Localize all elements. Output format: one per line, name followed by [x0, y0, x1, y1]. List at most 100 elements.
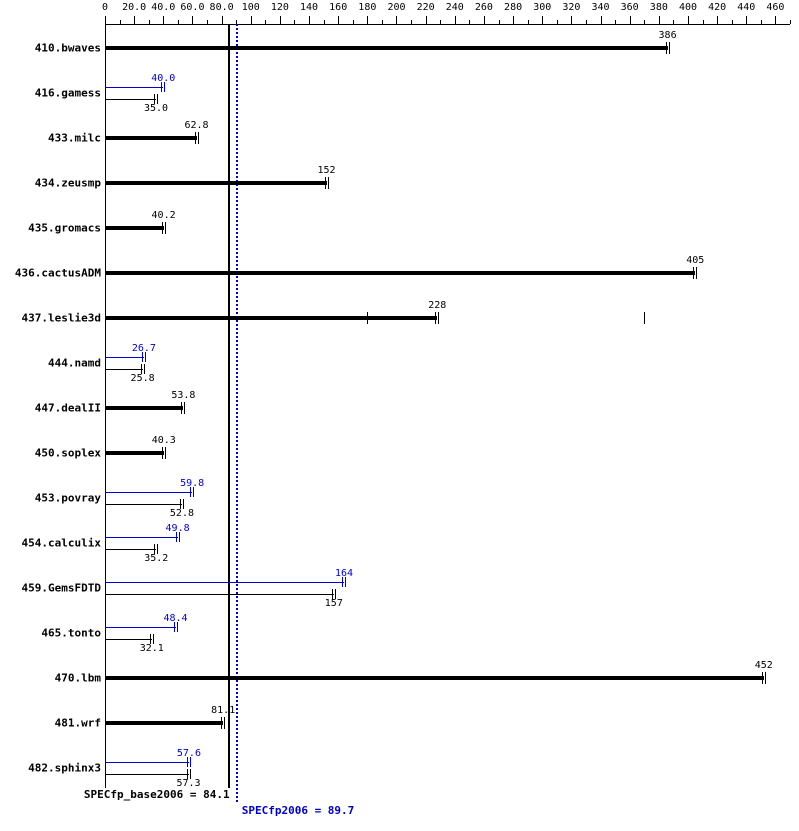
value-label-peak: 49.8: [166, 523, 190, 534]
bar-peak: [105, 582, 344, 583]
bar-cap: [325, 177, 326, 189]
benchmark-label: 434.zeusmp: [35, 177, 101, 190]
axis-tick: [659, 16, 660, 24]
axis-tick: [499, 20, 500, 24]
benchmark-label: 447.dealII: [35, 402, 101, 415]
axis-tick-label: 160: [329, 2, 347, 13]
axis-tick-label: 240: [446, 2, 464, 13]
spec-chart: 020.040.060.080.010012014016018020022024…: [0, 0, 799, 831]
axis-tick-label: 320: [562, 2, 580, 13]
axis-tick: [775, 16, 776, 24]
axis-tick: [353, 20, 354, 24]
axis-tick: [746, 16, 747, 24]
ref-line-base: [228, 24, 230, 788]
axis-tick: [673, 20, 674, 24]
value-label-base: 52.8: [170, 508, 194, 519]
value-label-base: 32.1: [140, 643, 164, 654]
axis-tick-label: 40.0: [151, 2, 175, 13]
axis-tick-label: 120: [271, 2, 289, 13]
row-start-tick: [105, 762, 106, 774]
bar-cap: [224, 717, 225, 729]
benchmark-label: 436.cactusADM: [15, 267, 101, 280]
value-label-base: 452: [755, 660, 773, 671]
axis-tick: [528, 20, 529, 24]
axis-tick-label: 420: [708, 2, 726, 13]
bar-cap: [184, 402, 185, 414]
benchmark-label: 459.GemsFDTD: [22, 582, 101, 595]
value-label-base: 53.8: [171, 390, 195, 401]
axis-tick-label: 20.0: [122, 2, 146, 13]
benchmark-label: 444.namd: [48, 357, 101, 370]
axis-tick-label: 360: [621, 2, 639, 13]
axis-tick-label: 60.0: [180, 2, 204, 13]
bar-cap: [438, 312, 439, 324]
value-label-base: 81.1: [211, 705, 235, 716]
bar-base: [105, 99, 156, 100]
bar-base: [105, 226, 164, 230]
value-label-base: 40.2: [152, 210, 176, 221]
benchmark-label: 437.leslie3d: [22, 312, 101, 325]
axis-tick: [367, 16, 368, 24]
value-label-peak: 164: [335, 568, 353, 579]
axis-tick: [484, 16, 485, 24]
value-label-base: 152: [318, 165, 336, 176]
axis-tick: [265, 20, 266, 24]
benchmark-label: 465.tonto: [41, 627, 101, 640]
value-label-base: 405: [686, 255, 704, 266]
bar-base: [105, 136, 197, 140]
axis-tick: [790, 20, 791, 24]
axis-tick-label: 180: [358, 2, 376, 13]
bar-cap: [198, 132, 199, 144]
bar-cap: [666, 42, 667, 54]
axis-tick: [761, 20, 762, 24]
bar-base: [105, 181, 327, 185]
benchmark-label: 453.povray: [35, 492, 101, 505]
bar-peak: [105, 762, 189, 763]
axis-tick: [542, 16, 543, 24]
benchmark-label: 410.bwaves: [35, 42, 101, 55]
row-start-tick: [105, 357, 106, 369]
extra-tick: [644, 312, 645, 324]
axis-tick: [294, 20, 295, 24]
bar-base: [105, 721, 223, 725]
bar-base: [105, 316, 437, 320]
axis-tick: [192, 16, 193, 24]
bar-cap: [195, 132, 196, 144]
axis-tick: [557, 20, 558, 24]
bar-cap: [165, 222, 166, 234]
value-label-peak: 26.7: [132, 343, 156, 354]
benchmark-label: 454.calculix: [22, 537, 101, 550]
axis-tick: [688, 16, 689, 24]
axis-tick: [309, 16, 310, 24]
bar-base: [105, 504, 182, 505]
axis-tick-label: 460: [766, 2, 784, 13]
bar-cap: [435, 312, 436, 324]
row-start-tick: [105, 87, 106, 99]
axis-tick: [163, 16, 164, 24]
summary-peak: SPECfp2006 = 89.7: [242, 804, 355, 817]
bar-base: [105, 406, 183, 410]
bar-cap: [693, 267, 694, 279]
axis-tick-label: 280: [504, 2, 522, 13]
value-label-peak: 59.8: [180, 478, 204, 489]
bar-cap: [165, 447, 166, 459]
value-label-base: 62.8: [184, 120, 208, 131]
axis-tick-label: 200: [387, 2, 405, 13]
axis-tick-label: 220: [417, 2, 435, 13]
axis-tick-label: 340: [592, 2, 610, 13]
axis-tick: [586, 20, 587, 24]
bar-base: [105, 594, 334, 595]
axis-tick: [120, 20, 121, 24]
bar-peak: [105, 627, 176, 628]
row-start-tick: [105, 492, 106, 504]
value-label-base: 157: [325, 598, 343, 609]
bar-base: [105, 639, 152, 640]
axis-tick: [440, 20, 441, 24]
axis-tick: [469, 20, 470, 24]
bar-cap: [696, 267, 697, 279]
axis-tick: [703, 20, 704, 24]
summary-base: SPECfp_base2006 = 84.1: [84, 788, 230, 801]
axis-tick: [324, 20, 325, 24]
axis-tick: [382, 20, 383, 24]
bar-base: [105, 46, 668, 50]
